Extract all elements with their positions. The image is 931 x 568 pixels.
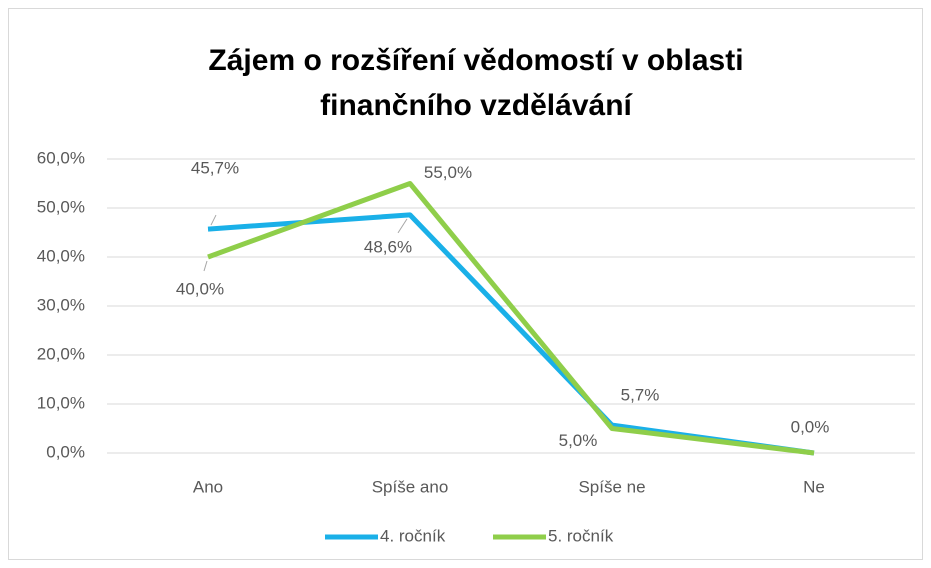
x-tick-label: Spíše ne <box>578 477 645 496</box>
legend-label: 4. ročník <box>380 526 446 545</box>
chart-title: Zájem o rozšíření vědomostí v oblasti <box>208 44 743 77</box>
y-tick-label: 20,0% <box>37 344 85 363</box>
data-label: 5,7% <box>621 386 660 405</box>
leader-line <box>210 214 217 226</box>
legend-label: 5. ročník <box>548 526 614 545</box>
x-tick-label: Ano <box>193 477 223 496</box>
leader-line <box>203 260 208 272</box>
y-tick-label: 0,0% <box>46 442 85 461</box>
chart-title: finančního vzdělávání <box>320 89 633 122</box>
y-tick-label: 30,0% <box>37 295 85 314</box>
x-tick-label: Spíše ano <box>372 477 449 496</box>
leader-line <box>397 218 408 234</box>
y-tick-label: 10,0% <box>37 393 85 412</box>
data-label: 45,7% <box>191 159 239 178</box>
y-tick-label: 60,0% <box>37 148 85 167</box>
chart-border <box>8 8 923 560</box>
y-tick-label: 40,0% <box>37 246 85 265</box>
x-tick-label: Ne <box>803 477 825 496</box>
data-label: 40,0% <box>176 279 224 298</box>
y-tick-label: 50,0% <box>37 197 85 216</box>
data-label: 5,0% <box>559 431 598 450</box>
data-label: 0,0% <box>791 417 830 436</box>
series-line <box>207 181 815 456</box>
data-label: 55,0% <box>424 163 472 182</box>
data-label: 48,6% <box>364 237 412 256</box>
